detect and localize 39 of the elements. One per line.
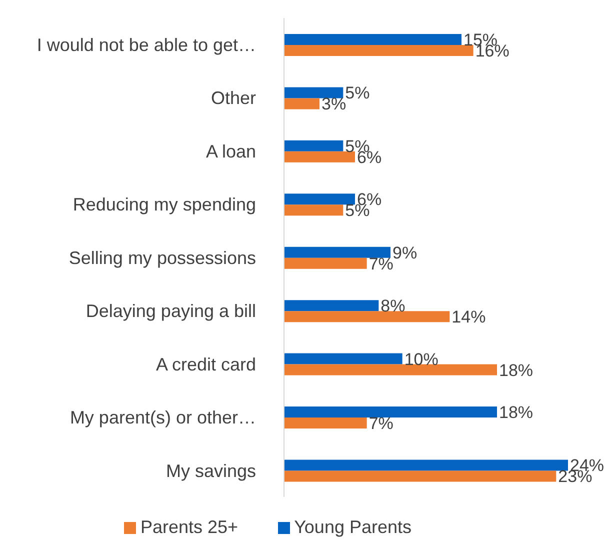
bar (284, 311, 450, 322)
bar (284, 151, 355, 162)
legend-label: Parents 25+ (140, 517, 238, 537)
data-label: 7% (368, 254, 394, 274)
data-label: 8% (380, 296, 406, 316)
y-tick-label: Delaying paying a bill (86, 301, 256, 322)
y-tick-label: My parent(s) or other… (70, 408, 256, 428)
bar (284, 87, 344, 98)
y-tick-label: My savings (166, 460, 256, 481)
y-tick-label: A credit card (156, 354, 256, 374)
bar (284, 44, 474, 56)
bar (284, 34, 462, 45)
bar (284, 406, 497, 418)
bar (284, 353, 402, 364)
y-tick-label: Other (210, 88, 256, 108)
y-tick-label: A loan (206, 141, 256, 162)
y-tick-label: Reducing my spending (72, 194, 256, 215)
data-label: 14% (452, 308, 486, 327)
data-label: 3% (322, 94, 346, 114)
bar (284, 470, 556, 482)
bar (284, 418, 367, 429)
data-label: 18% (499, 403, 534, 422)
data-label: 9% (392, 243, 418, 262)
bar (284, 204, 344, 216)
bar (284, 98, 320, 110)
data-label: 18% (499, 360, 534, 380)
bar (284, 246, 390, 258)
data-label: 10% (404, 350, 438, 369)
bar (284, 140, 344, 152)
bar (284, 300, 379, 312)
bar (284, 364, 497, 376)
bar (284, 258, 367, 269)
legend-label: Young Parents (294, 517, 412, 537)
data-label: 7% (368, 414, 394, 434)
bar (284, 460, 568, 471)
y-tick-label: Selling my possessions (68, 248, 256, 268)
bar (284, 194, 355, 205)
data-label: 5% (345, 84, 370, 103)
y-tick-label: I would not be able to get… (36, 35, 256, 55)
